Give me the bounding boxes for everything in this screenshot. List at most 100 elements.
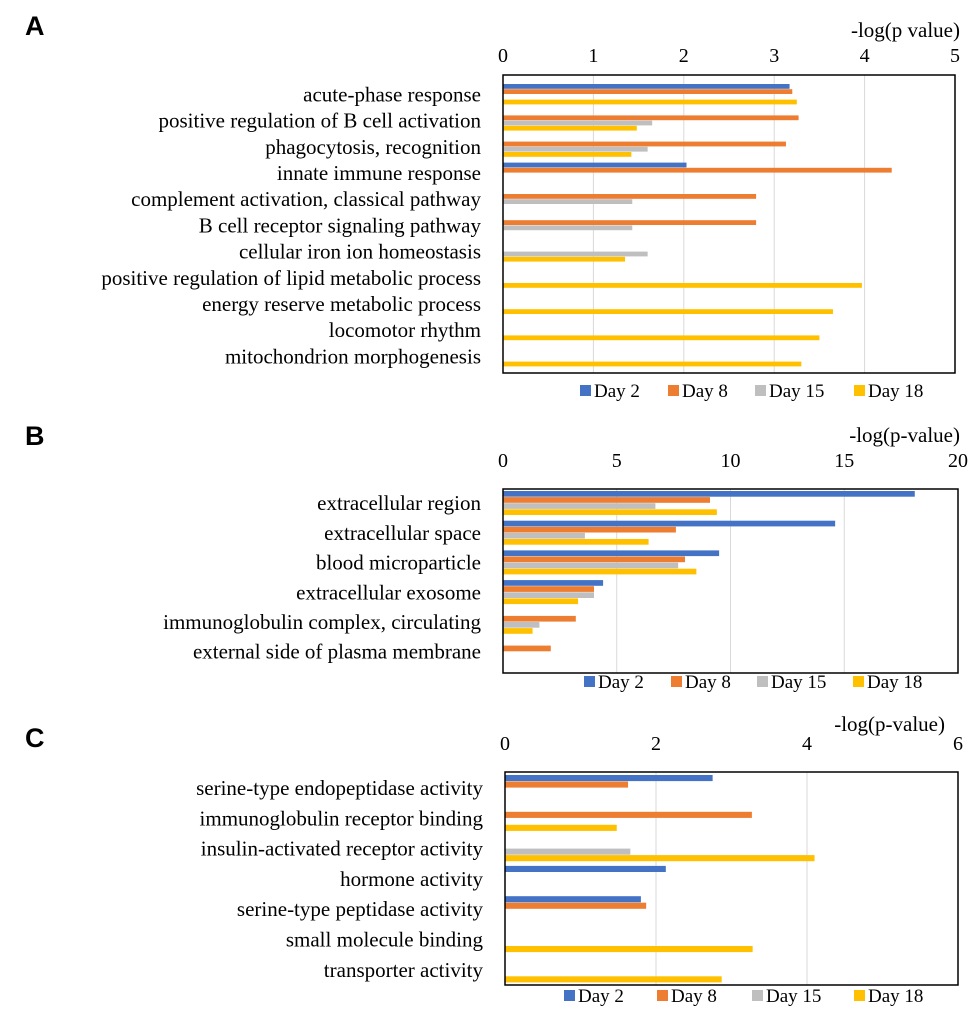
- category-label: immunoglobulin complex, circulating: [163, 610, 481, 634]
- legend-label: Day 8: [685, 672, 731, 693]
- category-label: phagocytosis, recognition: [265, 135, 481, 159]
- category-label: mitochondrion morphogenesis: [225, 344, 481, 368]
- bar-day-2: [503, 162, 687, 168]
- panel-label: A: [25, 11, 45, 41]
- category-label: complement activation, classical pathway: [131, 187, 481, 211]
- category-label: external side of plasma membrane: [193, 640, 481, 664]
- bar-day-15: [503, 592, 594, 598]
- plot-frame: [502, 488, 959, 674]
- x-tick-label: 1: [588, 45, 598, 67]
- bar-day-8: [503, 556, 685, 563]
- bar-day-8: [503, 645, 551, 652]
- legend-swatch: [671, 676, 682, 687]
- x-tick-label: 4: [802, 733, 812, 755]
- bar-day-18: [503, 309, 833, 314]
- bar-day-2: [503, 491, 915, 497]
- legend-swatch: [564, 990, 575, 1001]
- legend-swatch: [854, 990, 865, 1001]
- bar-day-15: [503, 199, 633, 204]
- bar-day-18: [503, 628, 533, 634]
- legend-label: Day 18: [867, 672, 922, 693]
- x-tick-label: 5: [950, 45, 960, 67]
- bar-day-8: [503, 141, 786, 147]
- legend-label: Day 18: [868, 986, 923, 1007]
- legend-label: Day 2: [598, 672, 644, 693]
- bar-day-15: [503, 562, 679, 569]
- x-axis-title: -log(p value): [851, 18, 960, 42]
- legend-label: Day 2: [594, 381, 640, 402]
- bar-day-15: [503, 503, 656, 509]
- bar-day-18: [503, 539, 649, 545]
- bar-day-8: [503, 194, 757, 199]
- bar-day-8: [505, 811, 752, 818]
- bar-day-8: [503, 167, 892, 173]
- bar-day-18: [503, 99, 797, 105]
- legend-swatch: [755, 385, 766, 396]
- panel-label: B: [25, 421, 45, 451]
- category-label: cellular iron ion homeostasis: [239, 240, 481, 264]
- bar-day-2: [503, 520, 836, 527]
- bar-day-18: [503, 568, 697, 575]
- bar-day-18: [505, 976, 722, 983]
- legend-swatch: [854, 385, 865, 396]
- panel-a: A -log(p value) 0 1 2 3 4 5 acute-phase response…: [25, 11, 960, 402]
- bar-day-2: [503, 580, 604, 586]
- bar-day-8: [503, 115, 799, 121]
- category-label: locomotor rhythm: [329, 318, 481, 342]
- x-tick-label: 2: [679, 45, 689, 67]
- bar-day-18: [503, 152, 632, 157]
- plot-frame: [504, 771, 959, 986]
- bar-day-2: [503, 550, 720, 557]
- bar-day-15: [503, 146, 648, 152]
- legend-swatch: [584, 676, 595, 687]
- bar-day-18: [503, 125, 637, 131]
- x-axis-title: -log(p-value): [834, 712, 945, 736]
- legend-label: Day 15: [766, 986, 821, 1007]
- category-label: acute-phase response: [303, 82, 481, 106]
- category-label: transporter activity: [324, 958, 484, 982]
- bar-day-8: [503, 497, 711, 503]
- legend-label: Day 8: [682, 381, 728, 402]
- bar-day-18: [503, 283, 862, 288]
- bar-day-2: [505, 775, 713, 782]
- legend-label: Day 15: [769, 381, 824, 402]
- x-tick-label: 4: [860, 45, 870, 67]
- x-tick-label: 0: [500, 733, 510, 755]
- bar-day-2: [505, 865, 666, 872]
- category-label: serine-type peptidase activity: [237, 897, 484, 921]
- x-tick-label: 15: [834, 450, 854, 472]
- legend-swatch: [752, 990, 763, 1001]
- category-label: insulin-activated receptor activity: [201, 837, 484, 861]
- bar-day-15: [503, 225, 633, 231]
- category-label: serine-type endopeptidase activity: [196, 776, 483, 800]
- bar-day-8: [505, 781, 629, 788]
- legend-swatch: [580, 385, 591, 396]
- category-label: blood microparticle: [316, 551, 481, 575]
- legend: Day 2 Day 8 Day 15 Day 18: [580, 381, 923, 402]
- x-axis-title: -log(p-value): [849, 423, 960, 447]
- bar-day-18: [505, 824, 617, 831]
- x-tick-label: 0: [498, 450, 508, 472]
- category-label: extracellular space: [324, 521, 481, 545]
- x-tick-label: 5: [612, 450, 622, 472]
- x-tick-label: 2: [651, 733, 661, 755]
- x-tick-label: 6: [953, 733, 963, 755]
- panel-c: C -log(p-value) 0 2 4 6 serine-type endopeptid…: [25, 712, 963, 1007]
- category-label: positive regulation of B cell activation: [159, 109, 482, 133]
- x-tick-label: 3: [769, 45, 779, 67]
- x-tick-label: 0: [498, 45, 508, 67]
- legend: Day 2 Day 8 Day 15 Day 18: [564, 986, 923, 1007]
- legend-label: Day 18: [868, 381, 923, 402]
- bar-day-8: [503, 586, 594, 592]
- legend-label: Day 15: [771, 672, 826, 693]
- plot-frame: [502, 74, 956, 374]
- bar-day-18: [505, 855, 815, 862]
- legend: Day 2 Day 8 Day 15 Day 18: [584, 672, 922, 693]
- legend-label: Day 8: [671, 986, 717, 1007]
- bar-day-18: [503, 509, 717, 515]
- bar-day-8: [503, 89, 793, 94]
- bar-day-8: [503, 615, 576, 622]
- bar-day-8: [503, 220, 757, 225]
- x-tick-label: 10: [721, 450, 741, 472]
